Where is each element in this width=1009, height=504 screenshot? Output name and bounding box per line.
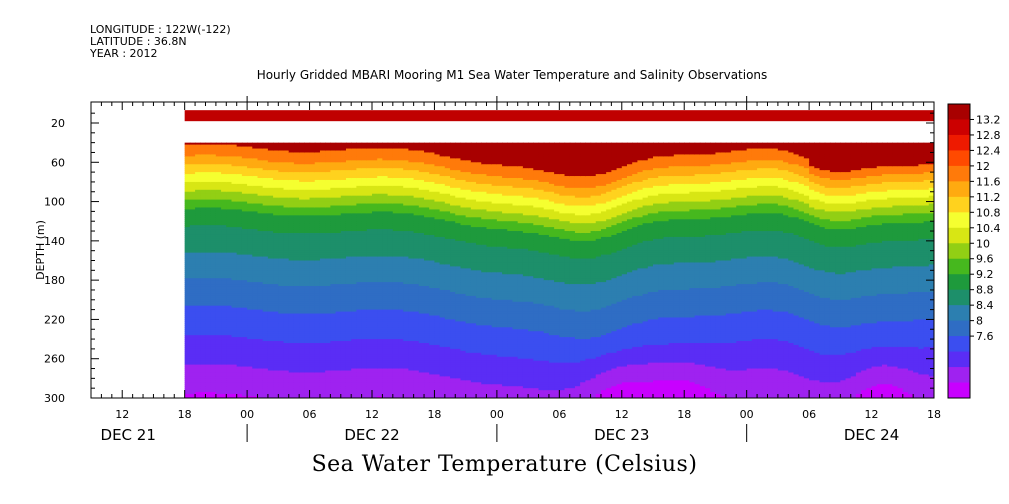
surface-band: [185, 110, 934, 121]
temperature-field: [185, 110, 935, 398]
